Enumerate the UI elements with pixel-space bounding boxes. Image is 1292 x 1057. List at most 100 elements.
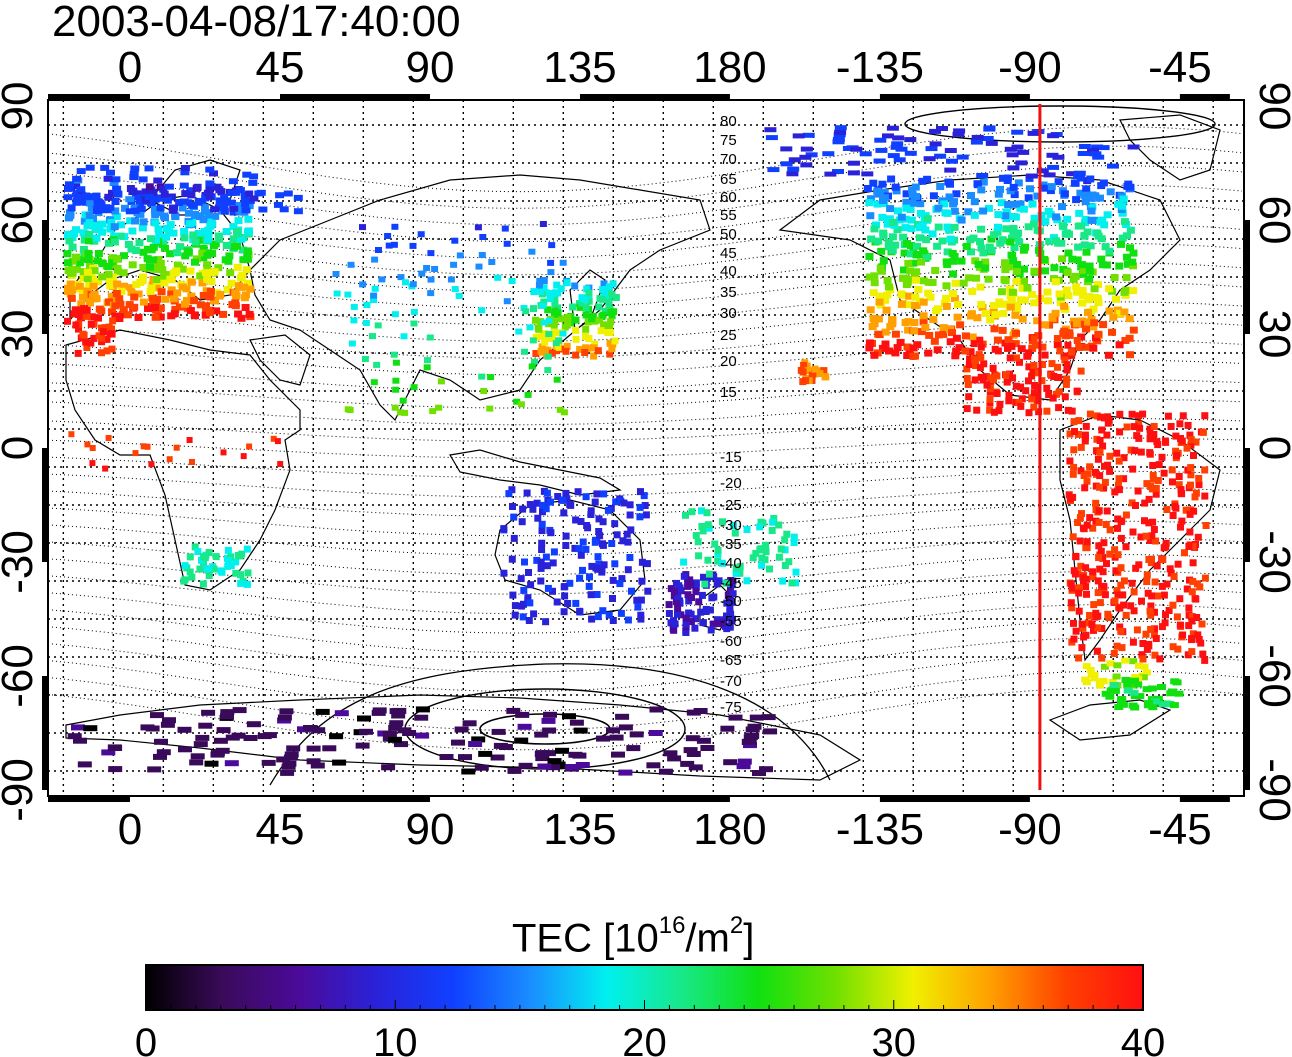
tec-pixel	[903, 343, 912, 351]
tec-pixel	[972, 274, 981, 282]
tec-pixel	[1043, 407, 1051, 415]
tec-pixel	[233, 228, 241, 236]
tec-pixel	[480, 388, 488, 394]
tec-pixel	[986, 316, 995, 324]
tec-pixel	[923, 175, 932, 183]
tec-pixel	[1089, 151, 1102, 157]
coastline	[449, 449, 622, 496]
tec-pixel	[946, 235, 955, 243]
tec-pixel	[213, 737, 228, 744]
tec-pixel	[1152, 484, 1160, 492]
tec-pixel	[946, 338, 955, 346]
tec-pixel	[279, 708, 294, 715]
tec-pixel	[919, 277, 928, 285]
tec-pixel	[981, 309, 990, 317]
tec-pixel	[879, 197, 887, 205]
tec-pixel	[568, 751, 583, 758]
tec-pixel	[1082, 325, 1090, 333]
tec-pixel	[70, 310, 79, 318]
tec-pixel	[911, 302, 919, 310]
tec-pixel	[110, 232, 119, 240]
mag-contour	[47, 145, 1243, 209]
tec-pixel	[249, 195, 259, 202]
tec-pixel	[1068, 407, 1076, 415]
tec-pixel	[609, 734, 624, 741]
tec-pixel	[917, 258, 925, 266]
tec-pixel	[1111, 546, 1119, 554]
tec-pixel	[680, 760, 695, 767]
tec-pixel	[178, 204, 187, 212]
tec-pixel	[106, 169, 115, 176]
tec-pixel	[315, 708, 330, 715]
tec-pixel	[83, 222, 92, 230]
tec-pixel	[108, 345, 116, 353]
tec-pixel	[117, 287, 126, 295]
tec-pixel	[1013, 302, 1022, 309]
tec-pixel	[1008, 342, 1016, 350]
tec-pixel	[392, 377, 400, 384]
tec-pixel	[1066, 457, 1074, 465]
tec-pixel	[1176, 595, 1184, 603]
tec-pixel	[511, 602, 519, 610]
tec-pixel	[883, 291, 892, 299]
tec-pixel	[780, 161, 793, 167]
tec-pixel	[104, 193, 113, 201]
tec-pixel	[1057, 239, 1066, 247]
tec-pixel	[169, 229, 178, 237]
tec-pixel	[1109, 313, 1118, 321]
tec-pixel	[759, 519, 767, 527]
tec-pixel	[911, 276, 920, 284]
tec-pixel	[234, 217, 243, 225]
tec-pixel	[220, 207, 229, 215]
tec-pixel	[1147, 685, 1157, 692]
tec-pixel	[874, 315, 883, 323]
tec-pixel	[891, 183, 900, 191]
tec-pixel	[873, 158, 886, 164]
tec-pixel	[579, 566, 586, 574]
tec-pixel	[626, 745, 641, 752]
tec-pixel	[888, 233, 897, 241]
tec-pixel	[986, 399, 994, 407]
tec-pixel	[1094, 577, 1102, 585]
tec-pixel	[72, 190, 81, 198]
tec-pixel	[332, 271, 340, 277]
tec-pixel	[201, 554, 209, 562]
tec-pixel	[1110, 274, 1119, 281]
tec-pixel	[727, 577, 735, 584]
tec-pixel	[1065, 230, 1073, 238]
left-border-bar	[42, 448, 48, 562]
tec-pixel	[785, 558, 793, 566]
tec-pixel	[870, 279, 879, 287]
tec-pixel	[1067, 348, 1075, 356]
tec-pixel	[1067, 580, 1075, 588]
tec-pixel	[758, 561, 766, 569]
tec-pixel	[75, 325, 82, 333]
tec-pixel	[1002, 225, 1011, 233]
tec-pixel	[1116, 623, 1124, 631]
tec-pixel	[1058, 222, 1067, 230]
tec-pixel	[979, 249, 988, 257]
tec-pixel	[246, 443, 253, 450]
tec-pixel	[965, 361, 973, 368]
tec-pixel	[902, 198, 911, 206]
tec-pixel	[500, 525, 508, 533]
tec-pixel	[147, 199, 156, 207]
tec-pixel	[1070, 635, 1078, 643]
mag-lat-label: 70	[720, 151, 737, 168]
tec-pixel	[274, 438, 281, 445]
tec-pixel	[967, 192, 975, 199]
tec-pixel	[1111, 597, 1119, 605]
tec-pixel	[873, 187, 882, 195]
tec-pixel	[576, 607, 584, 615]
tec-pixel	[1083, 544, 1091, 551]
tec-pixel	[1068, 584, 1076, 592]
tec-pixel	[674, 604, 682, 612]
tec-pixel	[306, 758, 321, 765]
tec-pixel	[1083, 575, 1091, 583]
tec-pixel	[1193, 614, 1201, 621]
tec-pixel	[357, 715, 371, 722]
tec-pixel	[1043, 172, 1056, 178]
tec-pixel	[593, 490, 601, 498]
tec-pixel	[1079, 524, 1087, 532]
